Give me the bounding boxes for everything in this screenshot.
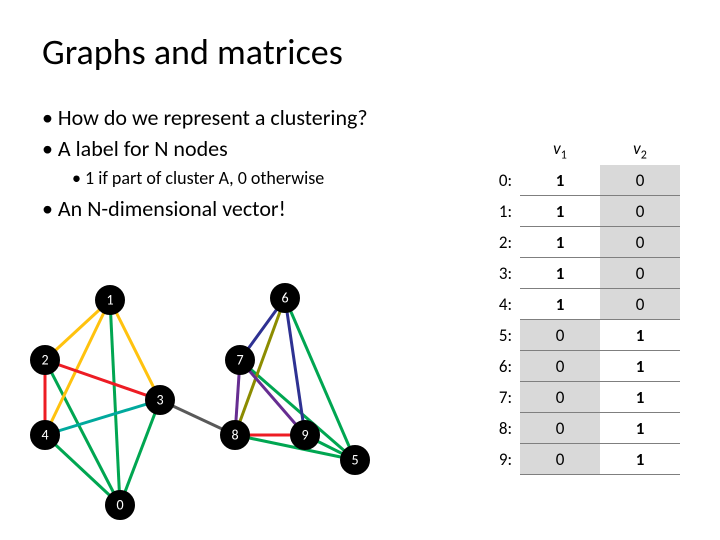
graph-node: 0 — [106, 491, 134, 519]
table-row: 9:01 — [467, 444, 680, 475]
bullet-3: • An N-dimensional vector! — [42, 195, 368, 224]
cell-v1: 0 — [520, 413, 600, 444]
bullet-1: • How do we represent a clustering? — [42, 104, 368, 133]
table-row: 4:10 — [467, 289, 680, 320]
table-row: 8:01 — [467, 413, 680, 444]
table-row: 7:01 — [467, 382, 680, 413]
graph-node: 2 — [31, 346, 59, 374]
table-row: 3:10 — [467, 258, 680, 289]
table-row: 0:10 — [467, 165, 680, 196]
cell-v1: 1 — [520, 196, 600, 227]
cell-v2: 1 — [600, 413, 680, 444]
col-header-v1: v1 — [520, 135, 600, 165]
slide-title: Graphs and matrices — [42, 30, 343, 74]
bullet-2-sub: • 1 if part of cluster A, 0 otherwise — [72, 167, 368, 190]
cell-v2: 0 — [600, 227, 680, 258]
cell-v2: 0 — [600, 258, 680, 289]
cell-v2: 1 — [600, 382, 680, 413]
cell-v1: 0 — [520, 382, 600, 413]
row-label: 4: — [467, 289, 520, 320]
svg-text:4: 4 — [41, 427, 48, 444]
row-label: 2: — [467, 227, 520, 258]
table-row: 5:01 — [467, 320, 680, 351]
cell-v2: 1 — [600, 351, 680, 382]
graph-edge — [45, 400, 160, 435]
cell-v1: 1 — [520, 289, 600, 320]
table-row: 1:10 — [467, 196, 680, 227]
cell-v1: 0 — [520, 320, 600, 351]
row-label: 7: — [467, 382, 520, 413]
svg-text:0: 0 — [116, 497, 123, 514]
vector-table: v1 v2 0:101:102:103:104:105:016:017:018:… — [467, 135, 692, 475]
cell-v2: 0 — [600, 165, 680, 196]
cell-v1: 1 — [520, 165, 600, 196]
svg-text:3: 3 — [156, 392, 163, 409]
row-label: 9: — [467, 444, 520, 475]
bullet-2: • A label for N nodes — [42, 135, 368, 164]
col-header-v2: v2 — [600, 135, 680, 165]
cell-v2: 1 — [600, 320, 680, 351]
row-label: 6: — [467, 351, 520, 382]
svg-text:9: 9 — [301, 427, 308, 444]
graph-node: 9 — [291, 421, 319, 449]
graph-node: 5 — [341, 446, 369, 474]
graph-node: 4 — [31, 421, 59, 449]
row-label: 5: — [467, 320, 520, 351]
table-row: 6:01 — [467, 351, 680, 382]
graph-node: 8 — [221, 421, 249, 449]
graph-node: 7 — [226, 346, 254, 374]
row-label: 8: — [467, 413, 520, 444]
graph-edge — [120, 400, 160, 505]
graph-edge — [45, 435, 120, 505]
svg-text:8: 8 — [231, 427, 238, 444]
graph-edge — [110, 300, 120, 505]
svg-text:7: 7 — [236, 352, 243, 369]
cell-v2: 0 — [600, 196, 680, 227]
svg-text:2: 2 — [41, 352, 48, 369]
bullet-list: • How do we represent a clustering? • A … — [42, 104, 368, 223]
table-row: 2:10 — [467, 227, 680, 258]
graph-node: 6 — [271, 284, 299, 312]
cell-v2: 1 — [600, 444, 680, 475]
svg-text:5: 5 — [351, 452, 358, 469]
graph-node: 3 — [146, 386, 174, 414]
svg-text:1: 1 — [106, 292, 113, 309]
graph-diagram: 0 1 2 3 4 5 6 7 8 9 — [25, 280, 405, 530]
graph-node: 1 — [96, 286, 124, 314]
cell-v2: 0 — [600, 289, 680, 320]
cell-v1: 1 — [520, 258, 600, 289]
cell-v1: 0 — [520, 351, 600, 382]
row-label: 3: — [467, 258, 520, 289]
row-label: 0: — [467, 165, 520, 196]
svg-text:6: 6 — [281, 290, 288, 307]
cell-v1: 0 — [520, 444, 600, 475]
cell-v1: 1 — [520, 227, 600, 258]
row-label: 1: — [467, 196, 520, 227]
